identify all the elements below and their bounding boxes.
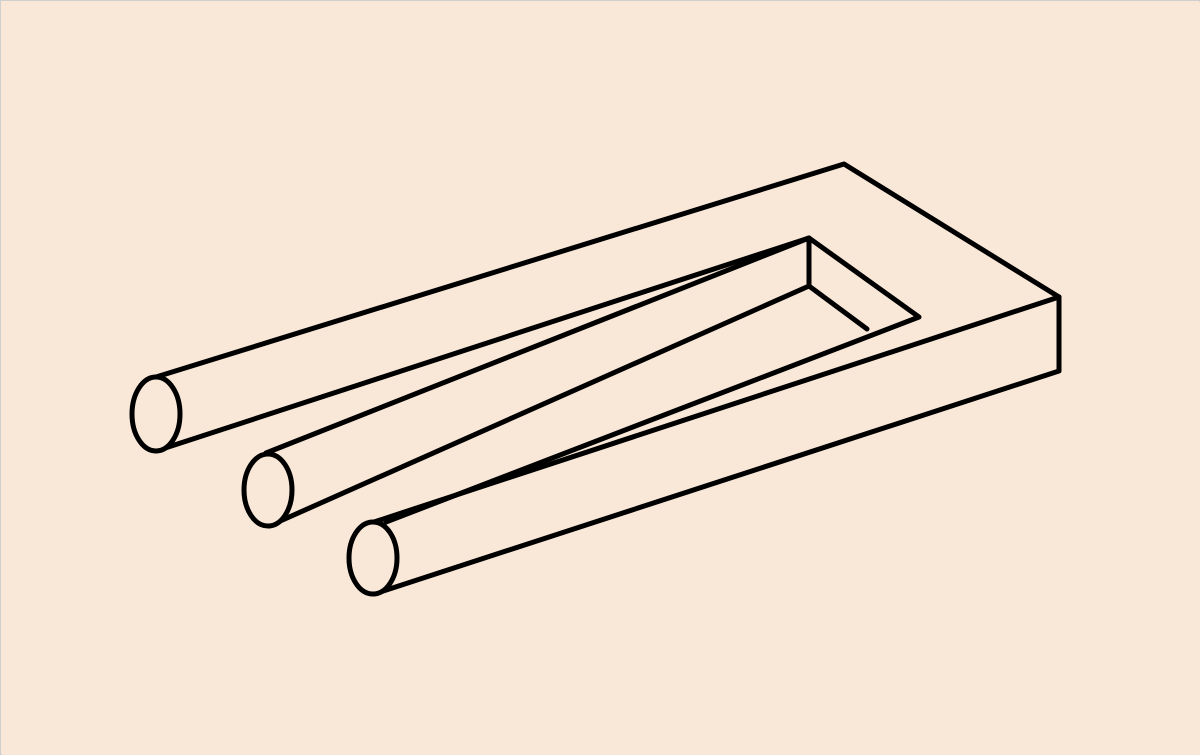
prong-middle-end-cap (241, 451, 295, 529)
frame-right-block (371, 294, 1062, 597)
prong-middle-lower-edge (266, 283, 812, 529)
prong-top-lower-edge (153, 235, 812, 454)
frame-outer-edge (153, 161, 1062, 380)
frame-inner-slot (263, 235, 922, 525)
prong-top-end-cap (129, 374, 183, 454)
prong-bottom-end-cap (346, 519, 400, 597)
